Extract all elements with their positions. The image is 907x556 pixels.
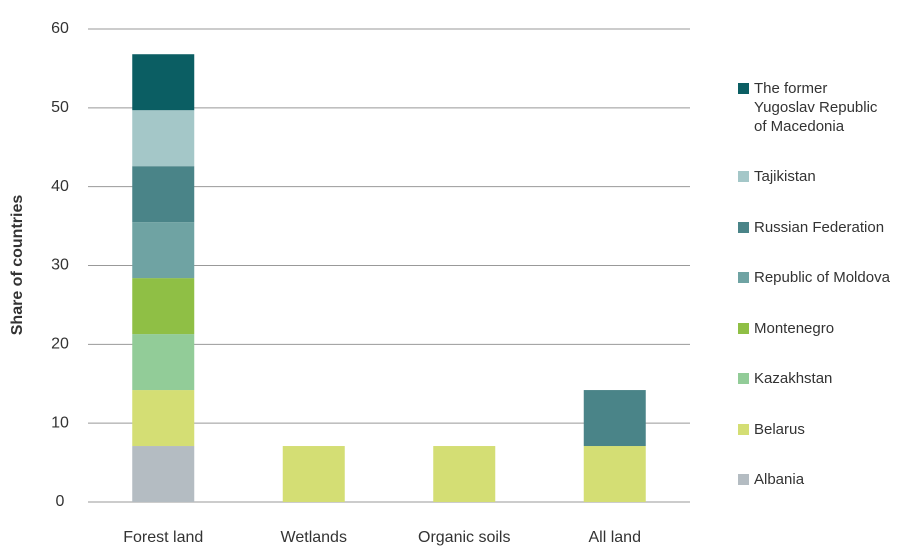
legend-label: The former Yugoslav Republic of Macedoni… (754, 80, 878, 135)
legend-swatch (738, 221, 749, 233)
x-tick-label: Wetlands (281, 529, 347, 546)
legend-label: Belarus (754, 420, 805, 438)
legend-swatch (738, 83, 749, 94)
legend-item: Republic of Moldova (738, 268, 903, 287)
legend-label: Montenegro (754, 319, 835, 337)
legend-item: The former Yugoslav Republic of Macedoni… (738, 79, 903, 136)
y-axis-label: Share of countries (9, 195, 26, 336)
legend-label: Russian Federation (754, 218, 885, 236)
bar-segment (282, 446, 345, 502)
y-tick-label: 0 (56, 493, 65, 510)
y-tick-label: 50 (51, 99, 69, 116)
legend-item: Montenegro (738, 319, 903, 338)
legend-item: Kazakhstan (738, 369, 903, 388)
legend-item: Russian Federation (738, 218, 903, 237)
legend-item: Tajikistan (738, 167, 903, 186)
legend-swatch (738, 473, 749, 485)
bar-segment (583, 390, 646, 447)
y-tick-label: 40 (51, 178, 69, 195)
bar-segment (132, 278, 195, 335)
bar-segment (132, 54, 195, 111)
legend-label: Albania (754, 470, 805, 488)
legend-item: Albania (738, 470, 903, 489)
legend-swatch (738, 322, 749, 334)
x-tick-label: Forest land (123, 529, 203, 546)
bar-segment (132, 390, 195, 447)
legend-swatch (738, 272, 749, 284)
y-tick-label: 60 (51, 20, 69, 37)
y-tick-label: 20 (51, 336, 69, 353)
x-tick-label: All land (589, 529, 641, 546)
legend-item: Belarus (738, 420, 903, 439)
legend-label: Republic of Moldova (754, 269, 890, 287)
bar-segment (132, 166, 195, 223)
legend-swatch (738, 171, 749, 183)
legend-swatch (738, 423, 749, 435)
bar-segment (132, 446, 195, 502)
x-tick-label: Organic soils (418, 529, 510, 546)
bar-segment (433, 446, 496, 502)
bar-segment (583, 446, 646, 502)
legend-swatch (738, 373, 749, 385)
bar-segment (132, 334, 195, 391)
legend-label: Kazakhstan (754, 370, 833, 388)
legend-label: Tajikistan (754, 168, 816, 186)
y-tick-label: 10 (51, 414, 69, 431)
bar-segment (132, 222, 195, 279)
y-tick-label: 30 (51, 257, 69, 274)
legend: The former Yugoslav Republic of Macedoni… (738, 79, 903, 489)
bar-segment (132, 110, 195, 167)
